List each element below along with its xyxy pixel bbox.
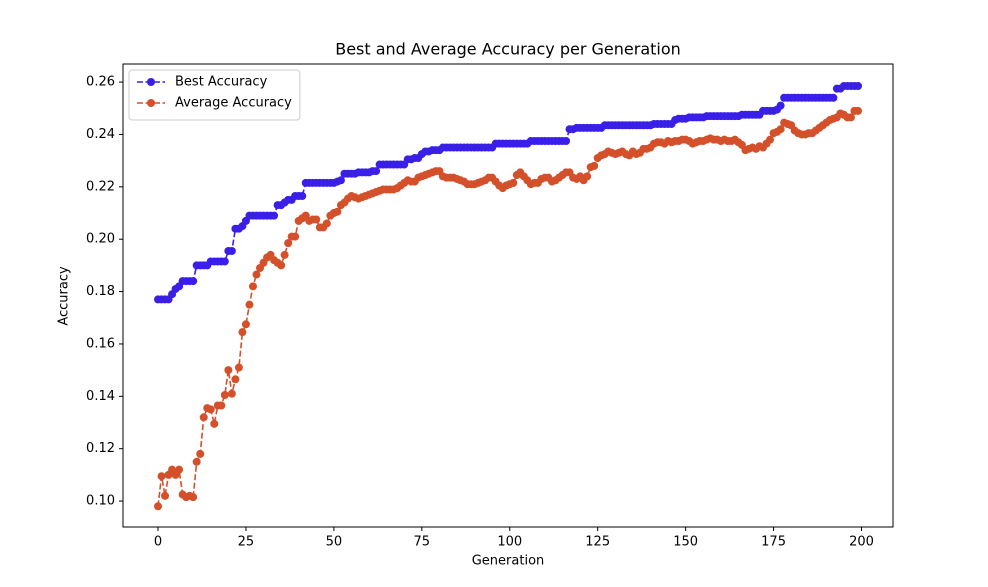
data-point (280, 250, 289, 259)
y-tick-label: 0.20 (86, 232, 115, 247)
y-tick-label: 0.24 (86, 127, 115, 142)
data-point (157, 472, 166, 481)
legend-marker (147, 78, 155, 86)
plot-frame (122, 63, 894, 528)
data-point (284, 239, 293, 248)
y-tick-label: 0.26 (86, 75, 115, 90)
y-tick-label: 0.22 (86, 179, 115, 194)
x-tick-label: 200 (849, 535, 874, 550)
y-axis-label: Accuracy (57, 266, 72, 326)
data-point (776, 125, 785, 134)
data-point (854, 106, 862, 115)
data-point (220, 257, 229, 266)
data-point (252, 270, 261, 279)
legend-label: Average Accuracy (175, 96, 292, 111)
data-point (175, 465, 184, 474)
x-tick-label: 100 (497, 535, 522, 550)
data-point (189, 493, 198, 502)
data-point (336, 176, 345, 185)
x-axis-label: Generation (472, 554, 545, 569)
data-point (234, 363, 243, 372)
data-point (192, 457, 201, 466)
data-point (210, 419, 219, 428)
data-point (196, 449, 205, 458)
y-tick-label: 0.10 (86, 494, 115, 509)
data-point (154, 502, 162, 511)
chart-title: Best and Average Accuracy per Generation (335, 40, 681, 59)
data-point (766, 135, 775, 144)
data-point (298, 191, 307, 200)
data-point (161, 491, 170, 500)
data-point (231, 375, 240, 384)
x-tick-label: 50 (326, 535, 343, 550)
data-point (333, 207, 342, 216)
data-point (227, 246, 236, 255)
data-point (829, 93, 838, 102)
data-point (322, 219, 331, 228)
data-point (220, 391, 229, 400)
y-tick-label: 0.12 (86, 441, 115, 456)
legend-marker (147, 99, 155, 107)
data-point (854, 81, 862, 90)
data-point (312, 215, 321, 224)
data-point (270, 211, 279, 220)
x-tick-label: 150 (673, 535, 698, 550)
data-point (291, 232, 300, 241)
data-point (241, 320, 250, 329)
data-point (248, 282, 257, 291)
data-point (590, 161, 599, 170)
legend-box (128, 69, 301, 121)
data-point (583, 172, 592, 181)
data-point (776, 101, 785, 110)
x-tick-label: 125 (585, 535, 610, 550)
data-point (277, 261, 286, 270)
x-tick-label: 25 (238, 535, 255, 550)
x-tick-label: 75 (414, 535, 431, 550)
legend-label: Best Accuracy (175, 75, 268, 90)
data-point (206, 405, 215, 414)
data-point (562, 136, 571, 145)
data-point (189, 277, 198, 286)
data-point (238, 328, 247, 337)
x-tick-label: 0 (154, 535, 162, 550)
x-tick-label: 175 (761, 535, 786, 550)
data-point (509, 178, 518, 187)
y-tick-label: 0.16 (86, 336, 115, 351)
data-point (245, 300, 254, 309)
y-tick-label: 0.18 (86, 284, 115, 299)
data-point (227, 389, 236, 398)
data-point (217, 401, 226, 410)
data-point (199, 413, 208, 422)
legend: Best Accuracy Average Accuracy (128, 69, 301, 121)
data-point (224, 366, 233, 375)
data-point (372, 167, 381, 176)
y-tick-label: 0.14 (86, 389, 115, 404)
data-point (846, 113, 855, 122)
